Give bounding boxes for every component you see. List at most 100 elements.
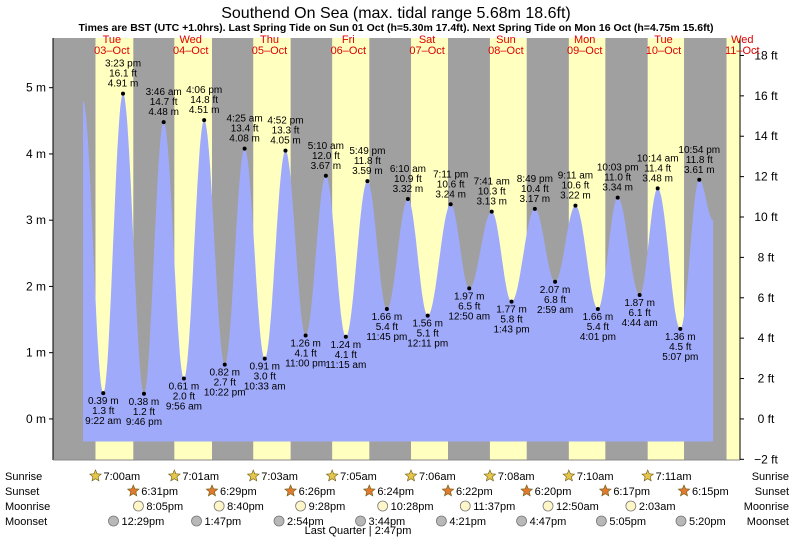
sunset-icon [441, 484, 455, 497]
y-tick-label-right: 16 ft [754, 89, 778, 103]
tide-label-text: 10:22 pm [204, 388, 246, 399]
tide-label-text: 10.4 ft [521, 184, 549, 195]
astro-row-label-right: Moonset [747, 516, 789, 528]
tide-label-text: 5.8 ft [500, 315, 522, 326]
tide-label-text: 1.3 ft [92, 406, 114, 417]
sunset-icon [284, 484, 298, 497]
astro-time-label: 6:15pm [692, 486, 729, 498]
astro-time-label: 7:11am [656, 471, 692, 483]
tide-label-text: 1.56 m [412, 319, 443, 330]
tide-label-text: 11.8 ft [354, 156, 381, 167]
tide-label-text: 11.8 ft [686, 155, 713, 166]
day-name-label: Tue [654, 34, 673, 46]
moonrise-icon [542, 500, 554, 512]
day-labels: Tue03–OctWed04–OctThu05–OctFri06–OctSat0… [94, 34, 759, 57]
y-tick-label-right: 8 ft [758, 250, 775, 264]
tide-point [181, 376, 186, 381]
astro-row-label-right: Sunrise [752, 471, 789, 483]
tide-point [425, 313, 430, 318]
sunset-icon [598, 484, 612, 497]
tide-label-text: 3.32 m [393, 184, 424, 195]
day-name-label: Mon [574, 34, 595, 46]
tide-point [405, 196, 410, 201]
astro-time-label: 8:40pm [227, 501, 264, 513]
moonrise-icon [459, 500, 471, 512]
day-name-label: Thu [260, 34, 279, 46]
tide-point [509, 299, 514, 304]
sunrise-icon [562, 469, 576, 482]
tide-point [655, 186, 660, 191]
tide-label-text: 4:52 pm [267, 116, 303, 127]
astro-time-label: 2:03am [639, 501, 676, 513]
tide-label-text: 5.4 ft [376, 322, 398, 333]
y-tick-label-right: 12 ft [754, 170, 778, 184]
tide-point [202, 118, 207, 123]
day-date-label: 07–Oct [409, 45, 444, 57]
tide-point [343, 334, 348, 339]
astro-time-label: 7:05am [340, 471, 377, 483]
moon-phase-label: Last Quarter | 2:47pm [305, 525, 412, 537]
tide-label-text: 14.8 ft [190, 95, 218, 106]
tide-label-text: 9:56 am [166, 402, 202, 413]
tide-label-text: 10.6 ft [562, 181, 590, 192]
astro-row-label-left: Sunrise [5, 471, 42, 483]
tide-label-text: 3:23 pm [105, 59, 141, 70]
moonset-icon [355, 515, 366, 527]
tide-label-text: 6.1 ft [629, 308, 651, 319]
tide-point [467, 286, 472, 291]
tide-label-text: 10:14 am [637, 153, 679, 164]
tide-label-text: 16.1 ft [109, 69, 137, 80]
y-tick-label-right: 2 ft [758, 372, 775, 386]
tide-label-text: 0.38 m [129, 397, 160, 408]
tide-point [384, 306, 389, 311]
tide-label-text: 11.4 ft [644, 163, 671, 174]
y-tick-label-left: 4 m [26, 147, 46, 161]
astro-time-label: 6:31pm [141, 486, 178, 498]
tide-point [615, 195, 620, 200]
tide-label-text: 2.07 m [540, 285, 571, 296]
tide-point [222, 362, 227, 367]
moonset-icon [595, 515, 607, 527]
tide-label-text: 3.48 m [642, 173, 673, 184]
tide-label-text: 4.48 m [148, 107, 179, 118]
sunrise-icon [325, 469, 339, 482]
tide-curve [83, 93, 714, 442]
moonrise-icon [213, 500, 225, 512]
tide-point [101, 391, 106, 396]
tide-label-text: 9:11 am [558, 171, 593, 182]
astro-time-label: 6:29pm [220, 486, 257, 498]
astro-time-label: 5:05pm [609, 516, 646, 528]
astro-time-label: 8:05pm [146, 501, 183, 513]
astro-table: Sunrise Sunrise Sunset Sunset Moonrise Moonri… [5, 469, 789, 528]
sunset-icon [362, 484, 376, 497]
y-tick-label-right: 18 ft [754, 48, 778, 62]
day-date-label: 05–Oct [252, 45, 287, 57]
y-tick-label-left: 0 m [26, 412, 46, 426]
moonrise-icon [133, 500, 144, 512]
astro-row-label-right: Sunset [755, 486, 789, 498]
tide-label-text: 4:06 pm [186, 85, 222, 96]
tide-label-text: 4:44 am [622, 318, 658, 329]
tide-point [365, 179, 370, 184]
y-tick-label-right: 0 ft [758, 412, 775, 426]
tide-point [141, 391, 146, 396]
tide-label-text: 2.0 ft [173, 392, 195, 403]
day-date-label: 10–Oct [646, 45, 681, 57]
tide-label-text: 7:11 pm [433, 169, 468, 180]
tide-label-text: 11:45 pm [366, 332, 407, 343]
moonset-icon [108, 515, 119, 527]
moonset-icon [435, 515, 447, 527]
chart-subtitle: Times are BST (UTC +1.0hrs). Last Spring… [78, 22, 713, 34]
tide-point [573, 203, 578, 208]
tide-label-text: 0.61 m [169, 382, 200, 393]
tide-label-text: 1.66 m [583, 312, 614, 323]
tide-label-text: 6:10 am [390, 164, 426, 175]
astro-time-label: 4:47pm [530, 516, 567, 528]
tide-label-text: 4:01 pm [580, 332, 616, 343]
tide-label-text: 2.7 ft [214, 378, 236, 389]
tide-point [637, 293, 642, 298]
astro-time-label: 7:08am [498, 471, 535, 483]
tide-label-text: 13.4 ft [231, 124, 259, 135]
moonrise-icon [625, 500, 637, 512]
